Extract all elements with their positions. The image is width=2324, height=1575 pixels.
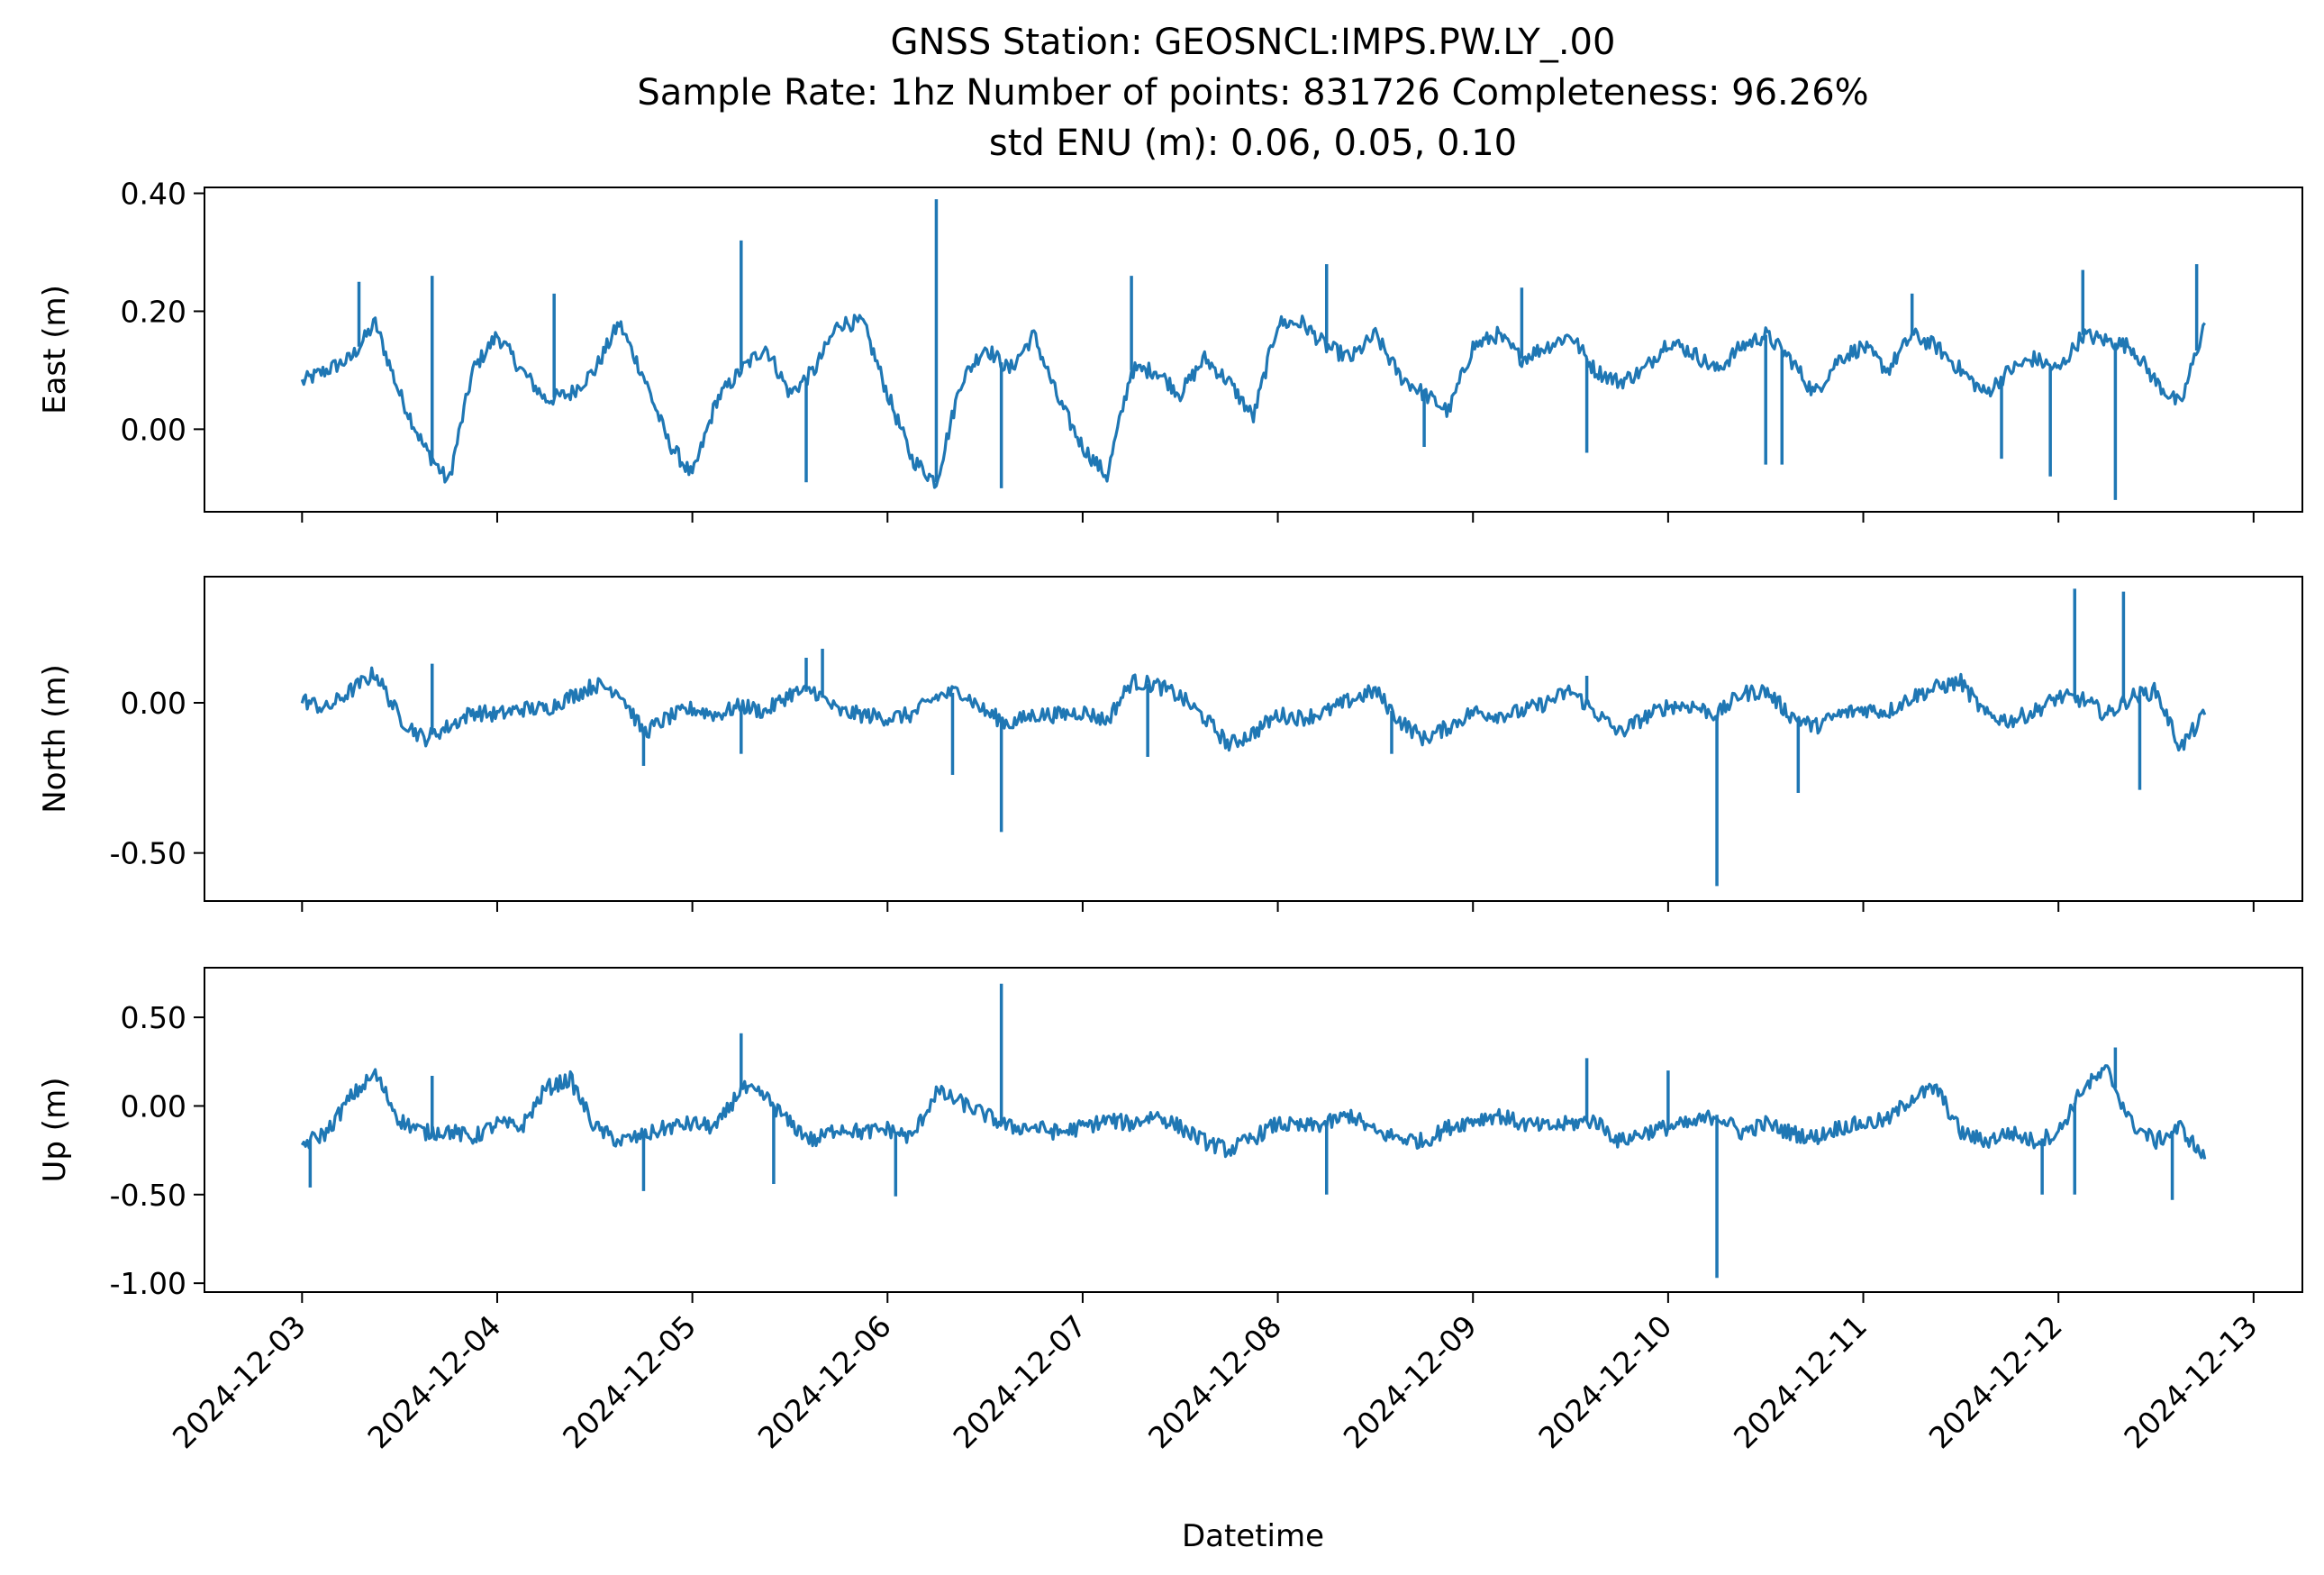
east-ytick-label: 0.00 bbox=[121, 412, 186, 447]
north-ylabel: North (m) bbox=[37, 664, 73, 814]
up-ytick-label: 0.00 bbox=[121, 1088, 186, 1124]
east-series-line bbox=[300, 314, 2206, 489]
title-line-1: GNSS Station: GEOSNCL:IMPS.PW.LY_.00 bbox=[891, 22, 1616, 63]
east-axes-frame bbox=[204, 187, 2303, 513]
up-ytick-label: 0.50 bbox=[121, 1000, 186, 1035]
east-ytick-label: 0.40 bbox=[121, 177, 186, 212]
north-panel: North (m) 0.00 -0.50 bbox=[37, 576, 2303, 912]
up-series-line bbox=[300, 1064, 2207, 1160]
up-ytick-label: -1.00 bbox=[110, 1266, 186, 1301]
east-ylabel: East (m) bbox=[37, 285, 73, 414]
north-ytick-label: 0.00 bbox=[121, 686, 186, 721]
north-series-line bbox=[300, 666, 2207, 752]
north-ytick-label: -0.50 bbox=[110, 836, 186, 871]
north-axes-frame bbox=[204, 576, 2303, 902]
up-ylabel: Up (m) bbox=[37, 1078, 73, 1183]
title-line-3: std ENU (m): 0.06, 0.05, 0.10 bbox=[989, 123, 1517, 164]
east-ytick-label: 0.20 bbox=[121, 294, 186, 329]
title-line-2: Sample Rate: 1hz Number of points: 83172… bbox=[637, 72, 1868, 114]
x-axis-label: Datetime bbox=[1182, 1518, 1324, 1554]
up-ytick-label: -0.50 bbox=[110, 1178, 186, 1213]
east-panel: East (m) 0.00 0.20 0.40 bbox=[37, 177, 2303, 523]
up-axes-frame bbox=[204, 967, 2303, 1293]
